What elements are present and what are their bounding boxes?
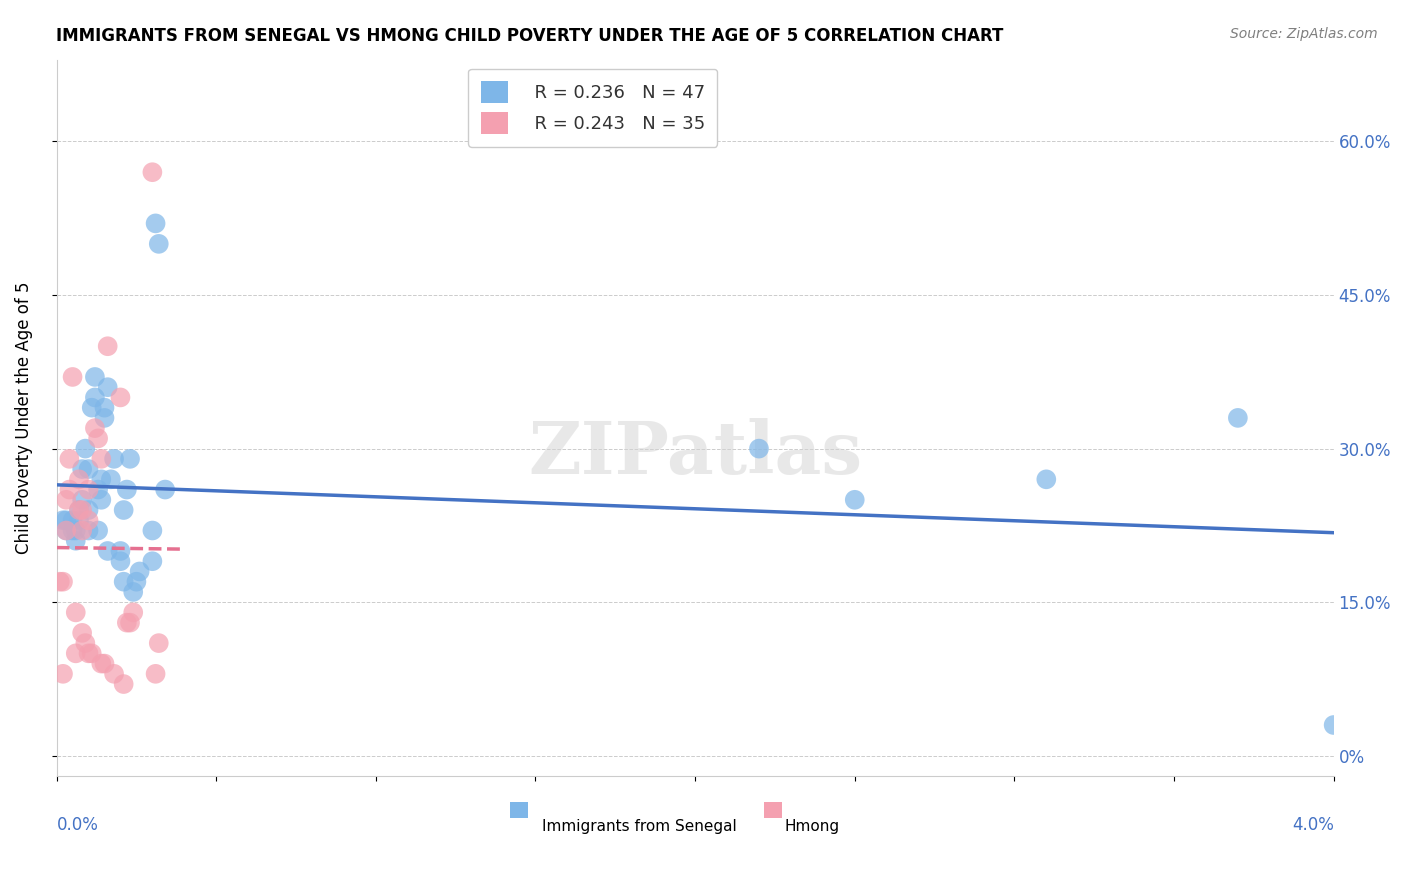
Point	[70, 462, 93, 476]
Point	[145, 216, 167, 230]
Point	[77, 646, 100, 660]
Text: R = 0.243: R = 0.243	[498, 112, 588, 129]
Point	[55, 524, 77, 538]
Point	[93, 401, 115, 415]
Point	[77, 503, 100, 517]
Point	[75, 636, 97, 650]
Point	[90, 472, 112, 486]
Text: 4.0%: 4.0%	[1292, 815, 1334, 834]
Text: R = 0.236: R = 0.236	[498, 83, 588, 101]
Text: Immigrants from Senegal: Immigrants from Senegal	[541, 819, 737, 834]
Point	[84, 421, 107, 435]
Point	[110, 554, 132, 568]
Point	[128, 565, 150, 579]
Point	[65, 646, 87, 660]
Point	[62, 513, 84, 527]
Point	[145, 666, 167, 681]
Legend:   R = 0.236   N = 47,   R = 0.243   N = 35: R = 0.236 N = 47, R = 0.243 N = 35	[468, 69, 717, 147]
Point	[90, 657, 112, 671]
Point	[55, 492, 77, 507]
Point	[112, 574, 135, 589]
Point	[103, 451, 125, 466]
Point	[141, 554, 163, 568]
Point	[100, 472, 122, 486]
Point	[84, 370, 107, 384]
Point	[97, 380, 120, 394]
Point	[87, 431, 110, 445]
Point	[84, 391, 107, 405]
Point	[90, 451, 112, 466]
Point	[77, 524, 100, 538]
Point	[58, 451, 80, 466]
Point	[70, 625, 93, 640]
Point	[65, 606, 87, 620]
Text: 0.0%: 0.0%	[56, 815, 98, 834]
Point	[55, 513, 77, 527]
Point	[125, 574, 148, 589]
Text: IMMIGRANTS FROM SENEGAL VS HMONG CHILD POVERTY UNDER THE AGE OF 5 CORRELATION CH: IMMIGRANTS FROM SENEGAL VS HMONG CHILD P…	[56, 27, 1004, 45]
Point	[77, 462, 100, 476]
Point	[75, 442, 97, 456]
Point	[80, 646, 103, 660]
Point	[67, 503, 90, 517]
Point	[112, 677, 135, 691]
Point	[118, 451, 141, 466]
Point	[1226, 410, 1249, 425]
Point	[58, 483, 80, 497]
Point	[67, 513, 90, 527]
Point	[65, 524, 87, 538]
Point	[90, 492, 112, 507]
Point	[118, 615, 141, 630]
Point	[1035, 472, 1057, 486]
Text: N = 35: N = 35	[638, 112, 706, 129]
Text: N = 47: N = 47	[638, 83, 706, 101]
Point	[77, 483, 100, 497]
Point	[52, 513, 75, 527]
Point	[97, 544, 120, 558]
Point	[70, 492, 93, 507]
Point	[77, 513, 100, 527]
Point	[148, 236, 170, 251]
Point	[55, 524, 77, 538]
Point	[93, 657, 115, 671]
Point	[122, 585, 145, 599]
Point	[67, 472, 90, 486]
Point	[49, 574, 72, 589]
Point	[1323, 718, 1346, 732]
Point	[112, 503, 135, 517]
Y-axis label: Child Poverty Under the Age of 5: Child Poverty Under the Age of 5	[15, 282, 32, 554]
Point	[87, 524, 110, 538]
Point	[70, 503, 93, 517]
Point	[103, 666, 125, 681]
Point	[65, 533, 87, 548]
Point	[748, 442, 770, 456]
Point	[62, 524, 84, 538]
Point	[115, 615, 138, 630]
Point	[148, 636, 170, 650]
Point	[52, 666, 75, 681]
Point	[141, 524, 163, 538]
Bar	[510, 802, 527, 818]
Text: Source: ZipAtlas.com: Source: ZipAtlas.com	[1230, 27, 1378, 41]
Point	[62, 370, 84, 384]
Point	[122, 606, 145, 620]
Text: Hmong: Hmong	[785, 819, 839, 834]
Point	[67, 503, 90, 517]
Point	[97, 339, 120, 353]
Point	[70, 524, 93, 538]
Point	[844, 492, 866, 507]
Point	[93, 410, 115, 425]
Point	[52, 574, 75, 589]
Point	[110, 391, 132, 405]
Point	[87, 483, 110, 497]
Text: ZIPatlas: ZIPatlas	[529, 418, 862, 489]
Point	[153, 483, 176, 497]
Point	[115, 483, 138, 497]
Point	[80, 401, 103, 415]
Bar	[763, 802, 782, 818]
Point	[110, 544, 132, 558]
Point	[141, 165, 163, 179]
